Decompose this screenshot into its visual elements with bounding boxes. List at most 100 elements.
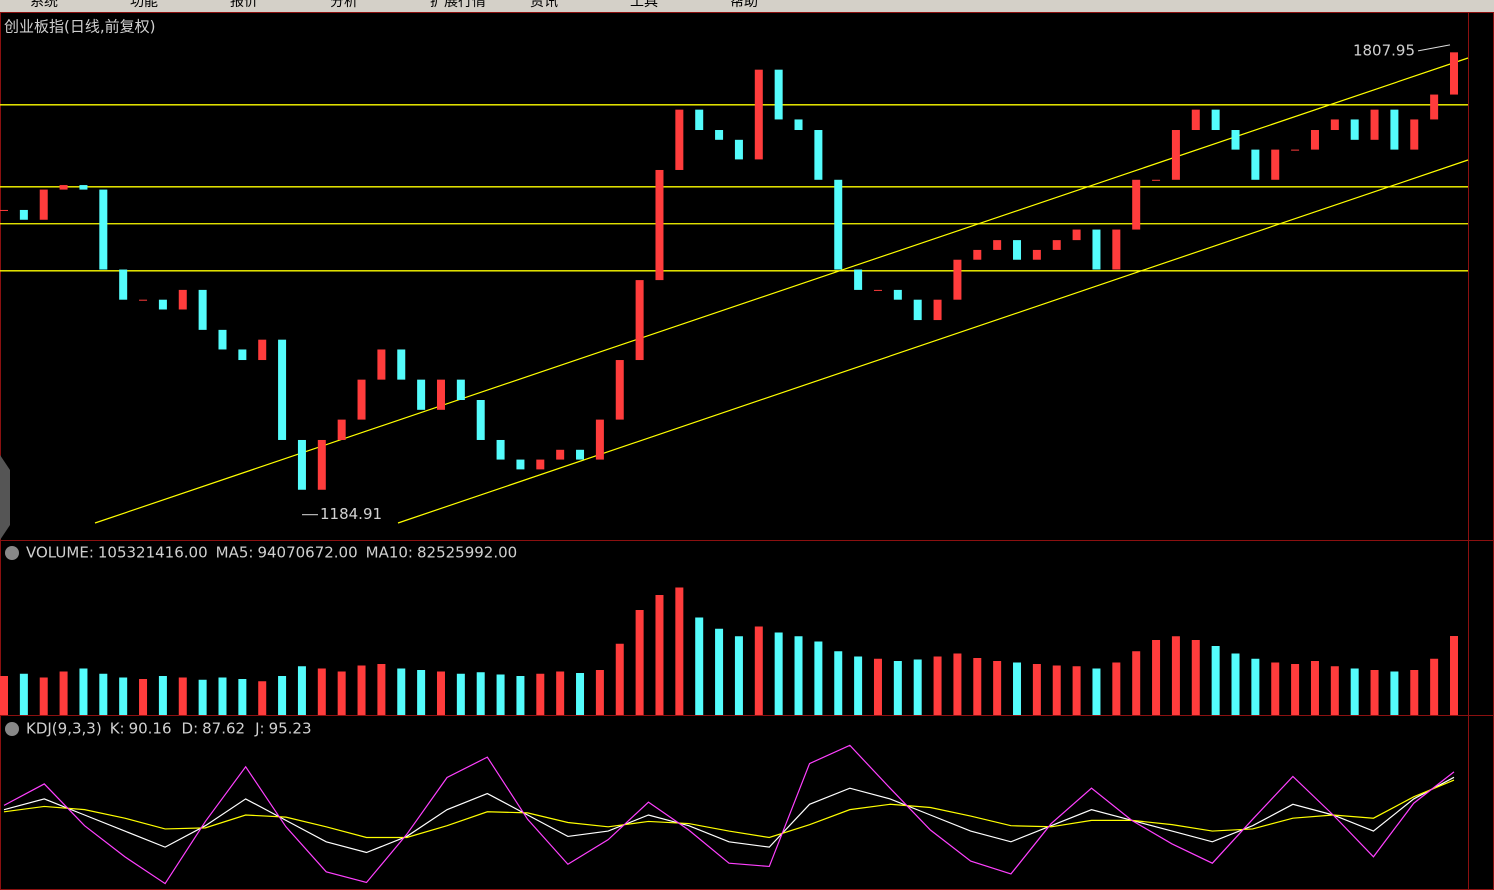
low-label: 1184.91 — [320, 505, 382, 523]
legend-name: D: — [182, 720, 199, 738]
volume-bar — [893, 661, 902, 715]
volume-bar — [476, 672, 485, 715]
volume-bar — [317, 668, 326, 715]
readout-name: MA10: — [366, 544, 413, 562]
volume-bar — [1092, 668, 1101, 715]
candle — [278, 339, 287, 440]
volume-bar — [635, 610, 644, 715]
volume-bar — [834, 651, 843, 715]
menu-item[interactable]: 扩展行情 — [430, 0, 486, 10]
menu-item[interactable]: 报价 — [230, 0, 258, 10]
volume-bar — [238, 679, 247, 715]
volume-bar — [19, 673, 28, 715]
menu-item[interactable]: 系统 — [30, 0, 58, 10]
volume-bar — [933, 656, 942, 715]
candle — [675, 109, 684, 170]
candle — [39, 189, 48, 220]
candle — [1450, 52, 1458, 95]
volume-bar — [278, 676, 287, 715]
candle — [99, 189, 108, 270]
volume-bar — [675, 587, 684, 715]
candle — [1350, 119, 1359, 140]
menu-bar: 系统 功能 报价 分析 扩展行情 资讯 工具 帮助 — [0, 0, 1494, 12]
volume-bar — [59, 671, 68, 715]
candle — [0, 209, 8, 211]
volume-bar — [873, 658, 882, 715]
candle — [417, 379, 426, 410]
volume-bar — [576, 673, 585, 715]
volume-bar — [953, 653, 962, 715]
candle — [635, 280, 644, 361]
volume-bar — [119, 677, 128, 715]
volume-bar — [913, 659, 922, 715]
volume-bar — [198, 679, 207, 715]
candle — [79, 185, 88, 190]
menu-item[interactable]: 资讯 — [530, 0, 558, 10]
candle — [734, 139, 743, 160]
candle — [1171, 130, 1180, 180]
volume-bar — [139, 679, 148, 715]
volume-bar — [814, 641, 823, 715]
candle — [456, 379, 465, 401]
readout-name: VOLUME: — [26, 544, 94, 562]
volume-bar — [79, 668, 88, 715]
volume-bar — [556, 671, 565, 715]
legend-value: 95.23 — [269, 720, 312, 738]
legend-value: 87.62 — [202, 720, 245, 738]
side-tab[interactable] — [0, 455, 10, 540]
candle — [1231, 130, 1240, 150]
menu-background — [0, 0, 1494, 12]
volume-bar — [39, 677, 48, 715]
panel-icon[interactable] — [5, 722, 19, 736]
volume-bar — [436, 671, 445, 715]
candle — [317, 439, 326, 490]
candle — [1330, 119, 1339, 131]
menu-item[interactable]: 工具 — [630, 0, 658, 10]
candle — [1191, 109, 1200, 131]
volume-bar — [516, 676, 525, 715]
menu-item[interactable]: 帮助 — [730, 0, 758, 10]
candle — [1052, 240, 1061, 250]
candle — [834, 179, 843, 270]
volume-bar — [615, 643, 624, 715]
menu-item[interactable]: 分析 — [330, 0, 358, 10]
menu-item[interactable]: 功能 — [130, 0, 158, 10]
volume-bar — [496, 674, 505, 715]
candle — [496, 439, 505, 460]
candle — [139, 299, 148, 301]
volume-bar — [1291, 664, 1300, 715]
chart-title: 创业板指(日线,前复权) — [4, 18, 155, 36]
volume-bar — [854, 656, 863, 715]
volume-bar — [1231, 653, 1240, 715]
candle — [556, 449, 565, 460]
candle — [1271, 149, 1280, 180]
candle — [516, 459, 525, 470]
readout-value: 105321416.00 — [98, 544, 208, 562]
kdj-title: KDJ(9,3,3) — [26, 720, 102, 738]
volume-bar — [1410, 670, 1419, 715]
panel-icon[interactable] — [5, 546, 19, 560]
candle — [1013, 240, 1022, 260]
high-arrow — [1417, 44, 1451, 52]
volume-bar — [1013, 662, 1022, 715]
candle — [1410, 119, 1419, 150]
volume-bar — [0, 676, 8, 715]
volume-bar — [695, 617, 704, 715]
volume-bar — [794, 636, 803, 715]
candle — [119, 269, 128, 300]
kdj-line — [3, 744, 1455, 885]
readout-name: MA5: — [216, 544, 254, 562]
candle — [436, 379, 445, 410]
candle — [476, 400, 485, 440]
volume-bar — [1370, 670, 1379, 715]
kdj-line — [3, 776, 1455, 854]
kdj-line — [3, 779, 1455, 839]
volume-bar — [595, 670, 604, 715]
volume-bar — [1132, 651, 1141, 715]
candle — [1370, 109, 1379, 140]
candle — [576, 449, 585, 460]
volume-bar — [218, 677, 227, 715]
